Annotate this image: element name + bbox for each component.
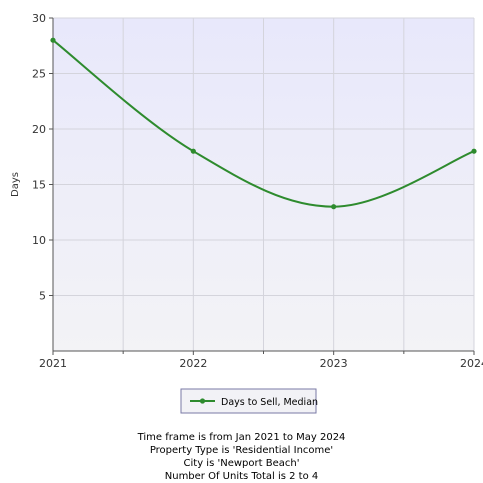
series-line-days-to-sell: [52, 39, 475, 208]
y-axis-title: Days: [10, 172, 21, 197]
legend-swatch-marker: [199, 398, 206, 404]
y-tick-label: 15: [32, 179, 46, 192]
caption-units-total: Number Of Units Total is 2 to 4: [164, 471, 319, 482]
x-tick-label: 2024: [460, 357, 483, 370]
y-tick-label: 30: [32, 12, 46, 25]
legend-label: Days to Sell, Median: [221, 397, 318, 408]
y-tick-label: 10: [32, 234, 46, 247]
x-tick-label: 2021: [39, 357, 67, 370]
y-tick-label: 20: [32, 123, 46, 136]
caption-city: City is 'Newport Beach': [183, 458, 300, 469]
data-point: [190, 148, 196, 154]
data-point: [471, 148, 477, 154]
y-tick-label: 25: [32, 68, 46, 81]
data-point: [331, 204, 337, 210]
caption-time-frame: Time frame is from Jan 2021 to May 2024: [137, 432, 346, 443]
y-tick-label: 5: [39, 290, 46, 303]
data-point: [50, 37, 56, 43]
x-tick-label: 2023: [320, 357, 348, 370]
caption-property-type: Property Type is 'Residential Income': [149, 445, 334, 456]
x-tick-label: 2022: [179, 357, 207, 370]
